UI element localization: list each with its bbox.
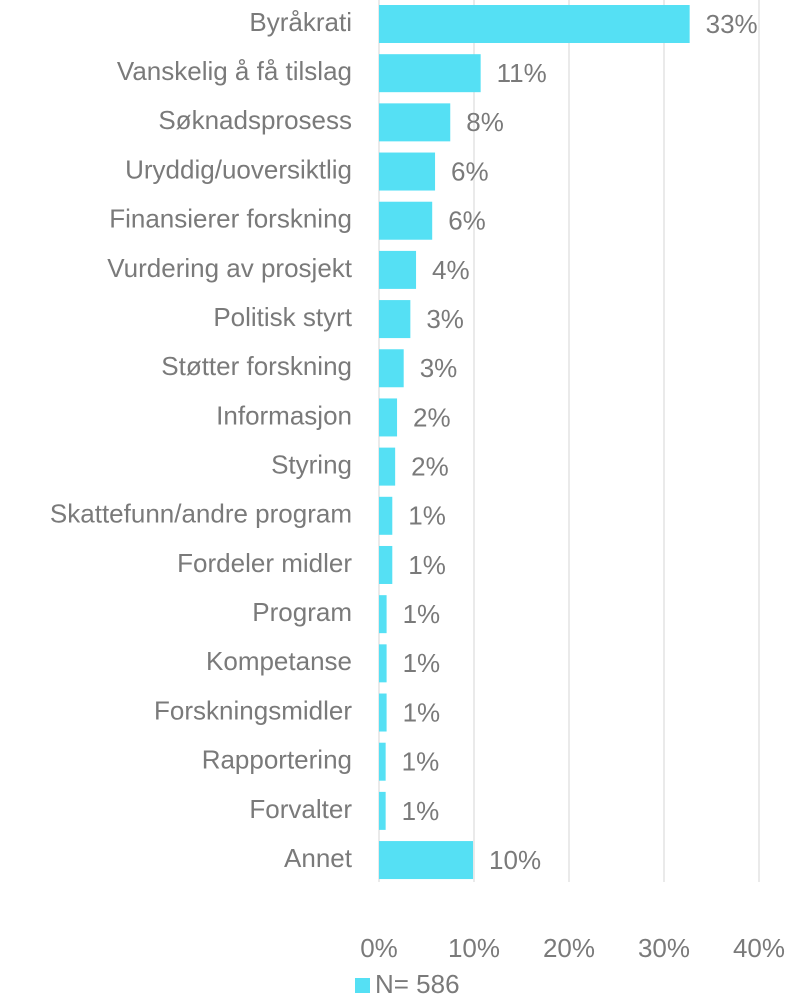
bar [379,496,393,535]
bar [379,595,387,634]
value-label: 1% [402,747,440,777]
category-label: Fordeler midler [177,548,352,578]
category-label: Forvalter [249,794,352,824]
bar [379,349,404,388]
category-label: Vurdering av prosjekt [107,253,352,283]
bar [379,54,481,93]
value-label: 11% [497,58,547,88]
bar [379,693,387,732]
category-label: Rapportering [202,745,352,775]
value-label: 1% [408,550,446,580]
bar [379,103,451,142]
bar [379,841,474,880]
value-label: 6% [451,156,489,186]
bar [379,250,417,289]
legend-label: N= 586 [375,969,460,999]
bar [379,791,386,830]
bar [379,5,690,43]
bar [379,201,433,240]
category-label: Annet [284,843,353,873]
category-label: Politisk styrt [213,302,352,332]
category-label: Vanskelig å få tilslag [117,56,352,86]
bar [379,545,393,584]
category-label: Kompetanse [206,646,352,676]
value-label: 8% [466,107,504,137]
value-label: 33% [706,9,758,39]
value-label: 1% [408,501,446,531]
category-label: Skattefunn/andre program [50,499,352,529]
value-label: 1% [403,648,441,678]
category-label: Støtter forskning [161,351,352,381]
value-label: 4% [432,255,470,285]
bar [379,644,387,683]
category-label: Byråkrati [249,7,352,37]
category-label: Styring [271,449,352,479]
x-tick-label: 30% [638,933,690,963]
value-label: 10% [489,845,541,875]
bar [379,447,396,486]
bar [379,398,398,437]
category-label: Program [252,597,352,627]
category-label: Uryddig/uoversiktlig [125,154,352,184]
x-tick-label: 20% [543,933,595,963]
value-label: 3% [420,353,458,383]
legend-swatch [355,978,370,993]
value-label: 2% [411,451,449,481]
bar [379,742,386,781]
value-label: 1% [403,697,441,727]
bar [379,300,411,339]
x-tick-label: 0% [360,933,398,963]
category-label: Forskningsmidler [154,695,352,725]
value-label: 6% [448,206,486,236]
value-label: 2% [413,402,451,432]
value-label: 1% [403,599,441,629]
category-label: Finansierer forskning [109,204,352,234]
bar [379,152,436,191]
value-label: 3% [426,304,464,334]
category-label: Informasjon [216,400,352,430]
category-label: Søknadsprosess [158,105,352,135]
x-tick-label: 10% [448,933,500,963]
x-tick-label: 40% [733,933,785,963]
value-label: 1% [402,796,440,826]
